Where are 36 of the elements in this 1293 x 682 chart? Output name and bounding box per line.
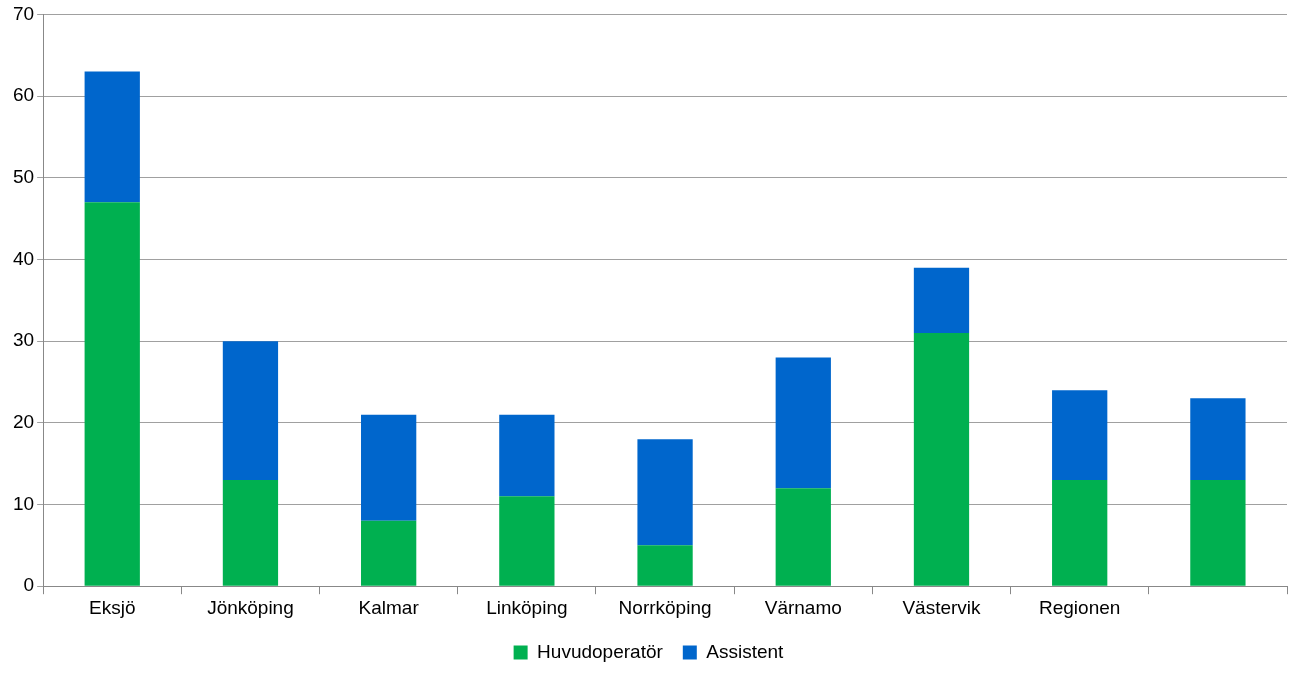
y-tick-label: 10 bbox=[12, 492, 35, 514]
bar bbox=[361, 414, 417, 521]
bar bbox=[913, 332, 970, 586]
bar bbox=[775, 357, 831, 489]
x-tick-label: Värnamo bbox=[764, 596, 842, 618]
bar bbox=[1190, 398, 1246, 481]
x-tick-label: Eksjö bbox=[89, 596, 136, 618]
legend-label: Huvudoperatör bbox=[537, 640, 664, 662]
bar bbox=[222, 480, 279, 586]
bar bbox=[84, 202, 140, 586]
y-tick-label: 20 bbox=[12, 411, 35, 433]
legend-label: Assistent bbox=[706, 640, 785, 662]
x-tick-label: Linköping bbox=[486, 596, 568, 618]
bar bbox=[499, 496, 555, 586]
x-tick-label: Regionen bbox=[1039, 596, 1121, 618]
bar bbox=[361, 520, 417, 586]
bar bbox=[1190, 480, 1246, 586]
x-tick-label: Jönköping bbox=[207, 596, 294, 618]
bar bbox=[84, 71, 140, 203]
y-tick-label: 0 bbox=[23, 574, 35, 596]
x-tick-label: Kalmar bbox=[358, 596, 420, 618]
x-tick-label: Norrköping bbox=[618, 596, 712, 618]
x-tick-label: Västervik bbox=[902, 596, 982, 618]
bar bbox=[775, 488, 831, 586]
bar bbox=[222, 341, 279, 481]
y-tick-label: 60 bbox=[12, 84, 35, 106]
bar bbox=[637, 545, 693, 586]
bar bbox=[1052, 390, 1108, 481]
bar bbox=[913, 267, 970, 333]
y-tick-label: 40 bbox=[12, 247, 35, 269]
y-tick-label: 30 bbox=[12, 329, 35, 351]
y-tick-label: 70 bbox=[12, 2, 35, 24]
bar bbox=[499, 414, 555, 497]
bar bbox=[1052, 480, 1108, 586]
y-tick-label: 50 bbox=[12, 166, 35, 188]
bar bbox=[637, 439, 693, 546]
